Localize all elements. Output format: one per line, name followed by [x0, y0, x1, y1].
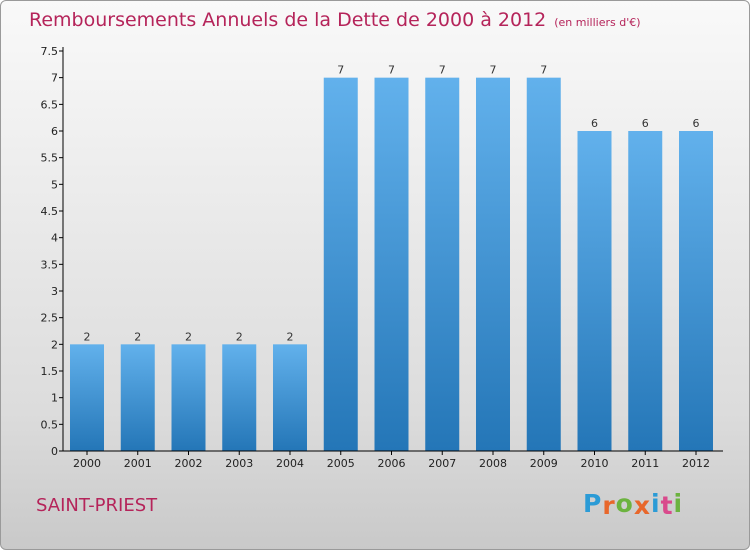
- bar-2005: [323, 77, 358, 452]
- y-tick-label: 1.5: [41, 365, 59, 378]
- y-tick-label: 5: [51, 178, 58, 191]
- x-tick-label-2008: 2008: [479, 457, 507, 470]
- bar-2004: [273, 344, 307, 451]
- y-tick-label: 5.5: [41, 152, 59, 165]
- y-tick-label: 4.5: [41, 205, 59, 218]
- bars-layer: 2 2 2 2 2 7 7 7 7 7 6 6 6: [70, 64, 713, 452]
- chart-title-text: Remboursements Annuels de la Dette de 20…: [29, 9, 547, 31]
- bar-value-label-2000: 2: [84, 330, 91, 343]
- bar-2009: [526, 77, 561, 452]
- y-tick-label: 0: [51, 445, 58, 458]
- x-tick-label-2002: 2002: [175, 457, 203, 470]
- logo-letter: x: [633, 491, 651, 520]
- bar-value-label-2005: 7: [337, 64, 344, 77]
- y-tick-label: 6: [51, 125, 58, 138]
- y-tick-label: 1: [51, 392, 58, 405]
- y-tick-label: 0.5: [41, 418, 59, 431]
- x-tick-label-2007: 2007: [428, 457, 456, 470]
- y-tick-label: 7.5: [41, 45, 59, 58]
- x-tick-label-2005: 2005: [327, 457, 355, 470]
- bar-2003: [222, 344, 257, 451]
- proxiti-logo[interactable]: Proxiti: [583, 489, 684, 520]
- bar-value-label-2006: 7: [388, 64, 395, 77]
- bar-value-label-2003: 2: [236, 330, 243, 343]
- logo-letter: o: [615, 489, 634, 518]
- chart-unit-label: (en milliers d'€): [554, 16, 641, 29]
- bar-value-label-2002: 2: [185, 330, 192, 343]
- x-tick-label-2004: 2004: [276, 457, 304, 470]
- x-tick-label-2001: 2001: [124, 457, 152, 470]
- bar-value-label-2010: 6: [591, 117, 598, 130]
- bar-2000: [70, 344, 104, 451]
- y-tick-label: 7: [51, 72, 58, 85]
- bar-value-label-2008: 7: [490, 64, 497, 77]
- bar-2012: [679, 131, 713, 451]
- bar-2011: [628, 131, 663, 451]
- chart-title: Remboursements Annuels de la Dette de 20…: [29, 9, 641, 31]
- bar-value-label-2004: 2: [287, 330, 294, 343]
- y-tick-label: 3: [51, 285, 58, 298]
- bar-value-label-2009: 7: [540, 64, 547, 77]
- bar-2006: [374, 77, 409, 452]
- axis-layer: 2000 2001 2002 2003 2004 2005 2006 2007 2008 2009…: [41, 45, 723, 470]
- commune-name: SAINT-PRIEST: [36, 495, 158, 516]
- bar-value-label-2012: 6: [693, 117, 700, 130]
- y-tick-label: 2: [51, 338, 58, 351]
- bar-2007: [425, 77, 460, 452]
- y-tick-label: 3.5: [41, 258, 59, 271]
- x-tick-label-2010: 2010: [581, 457, 609, 470]
- logo-letter: r: [602, 491, 616, 520]
- bar-2010: [577, 131, 612, 451]
- bar-value-label-2007: 7: [439, 64, 446, 77]
- y-tick-label: 4: [51, 232, 58, 245]
- y-tick-label: 2.5: [41, 312, 59, 325]
- bar-2001: [120, 344, 155, 451]
- logo-letter: P: [583, 489, 603, 518]
- x-tick-label-2012: 2012: [682, 457, 710, 470]
- bar-value-label-2011: 6: [642, 117, 649, 130]
- logo-letter: i: [673, 489, 684, 518]
- y-tick-label: 6.5: [41, 98, 59, 111]
- x-tick-label-2003: 2003: [225, 457, 253, 470]
- x-tick-label-2009: 2009: [530, 457, 558, 470]
- logo-letter: i: [651, 489, 661, 518]
- bar-2008: [476, 77, 510, 452]
- x-tick-label-2000: 2000: [73, 457, 101, 470]
- x-tick-label-2006: 2006: [378, 457, 406, 470]
- x-tick-label-2011: 2011: [631, 457, 659, 470]
- bar-2002: [171, 344, 206, 451]
- bar-value-label-2001: 2: [134, 330, 141, 343]
- logo-letter: t: [660, 491, 674, 520]
